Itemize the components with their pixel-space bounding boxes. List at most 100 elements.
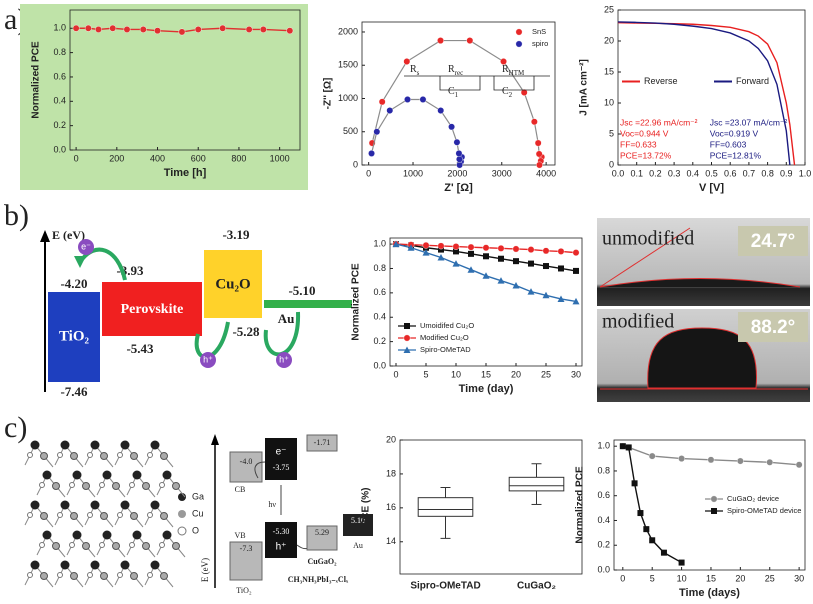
- atom: [172, 482, 180, 490]
- circuit-subscript: s: [417, 69, 420, 77]
- circuit-symbol: C: [502, 86, 509, 97]
- circuit-subscript: HTM: [509, 69, 525, 77]
- legend-label: Reverse: [644, 76, 678, 86]
- x-tick-label: 25: [541, 369, 551, 379]
- circuit-symbol: R: [502, 64, 509, 75]
- level: 5.29: [315, 528, 329, 537]
- atom-label: O: [192, 525, 199, 535]
- marker: [528, 260, 534, 267]
- level: -1.71: [314, 438, 331, 447]
- angle-box: [738, 226, 808, 256]
- level: -5.43: [126, 341, 154, 356]
- marker: [527, 288, 535, 295]
- atom: [39, 482, 45, 488]
- annotation: PCE=13.72%: [620, 150, 672, 160]
- x-tick-label: 200: [109, 153, 124, 163]
- marker: [437, 254, 445, 261]
- atom: [99, 482, 105, 488]
- x-tick-label: 0.7: [743, 168, 756, 178]
- annotation: Jsc =23.07 mA/cm⁻²: [710, 117, 788, 127]
- plot-frame: [613, 439, 806, 571]
- x-tick-label: 10: [677, 573, 687, 583]
- material-label: Au: [353, 541, 363, 550]
- electron: [78, 239, 94, 255]
- y-tick-label: 0.2: [373, 336, 386, 346]
- series-line: [370, 98, 463, 166]
- axis-arrow: [211, 434, 219, 445]
- circuit-symbol: C: [448, 86, 455, 97]
- marker: [368, 150, 375, 157]
- atom: [142, 482, 150, 490]
- marker: [467, 243, 475, 251]
- x-tick-label: 30: [571, 369, 581, 379]
- arrow-head: [74, 256, 86, 268]
- y-tick-label: 20: [604, 35, 614, 45]
- atom: [87, 452, 93, 458]
- marker: [678, 455, 685, 462]
- x-tick-label: 0.4: [687, 168, 700, 178]
- level: -7.3: [240, 544, 253, 553]
- marker: [453, 138, 461, 146]
- photo-label: unmodified: [602, 228, 694, 250]
- box: [508, 476, 565, 492]
- atom: [90, 500, 100, 510]
- atom: [60, 560, 70, 570]
- photo-label: modified: [602, 311, 674, 333]
- carrier: h⁺: [276, 542, 287, 553]
- level: -3.75: [273, 463, 290, 472]
- circuit-label: RHTM: [502, 64, 525, 76]
- marker: [625, 444, 632, 451]
- y-tick-label: 1500: [338, 60, 358, 70]
- tangent: [599, 227, 691, 288]
- legend-label: SnS: [532, 27, 546, 36]
- atom: [162, 530, 172, 540]
- marker: [648, 452, 656, 460]
- circuit-label: C1: [448, 86, 459, 98]
- marker: [467, 266, 475, 273]
- atom: [30, 440, 40, 450]
- atom: [130, 572, 138, 580]
- panel-label: c): [4, 411, 27, 444]
- marker: [707, 456, 715, 464]
- atom: [112, 482, 120, 490]
- marker: [482, 244, 490, 252]
- perovskite-band: [102, 282, 202, 336]
- legend-label: Spiro-OMeTAD: [420, 345, 471, 354]
- angle-box: [738, 312, 808, 342]
- marker: [466, 37, 474, 44]
- marker: [512, 282, 520, 289]
- angle: 88.2°: [751, 317, 796, 338]
- marker: [373, 128, 381, 136]
- x-tick-label: 1000: [270, 153, 290, 163]
- circuit-subscript: 1: [455, 91, 459, 99]
- series-line: [617, 21, 791, 166]
- x-tick-label: 1000: [403, 168, 423, 178]
- y-axis-label: Normalized PCE: [351, 263, 362, 341]
- band-label: VB: [234, 531, 245, 540]
- band-label: Cu₂O: [215, 276, 250, 292]
- y-tick-label: 16: [386, 502, 396, 512]
- circuit-subscript: rec: [455, 69, 464, 77]
- y-tick-label: 0.8: [53, 47, 66, 57]
- marker: [643, 526, 650, 533]
- annotation: Jsc =22.96 mA/cm⁻²: [620, 117, 698, 127]
- atom: [60, 440, 70, 450]
- marker: [403, 58, 411, 65]
- y-tick-label: 0.4: [53, 96, 66, 106]
- legend-label: spiro: [532, 39, 548, 48]
- atom-label: Cu: [192, 508, 204, 518]
- material-label: CH₃NH₃PbI₃₋ₓClₓ: [288, 575, 349, 584]
- x-axis-label: Time [h]: [164, 167, 207, 179]
- marker: [795, 461, 803, 469]
- atom: [147, 572, 153, 578]
- x-tick-label: 0.0: [612, 168, 625, 178]
- atom: [27, 452, 33, 458]
- marker: [419, 96, 427, 103]
- marker: [404, 96, 411, 103]
- atom: [70, 512, 78, 520]
- atom: [30, 500, 40, 510]
- marker: [404, 323, 410, 329]
- marker: [72, 24, 80, 32]
- atom: [142, 542, 150, 550]
- y-axis-label: Normalized PCE: [31, 41, 42, 119]
